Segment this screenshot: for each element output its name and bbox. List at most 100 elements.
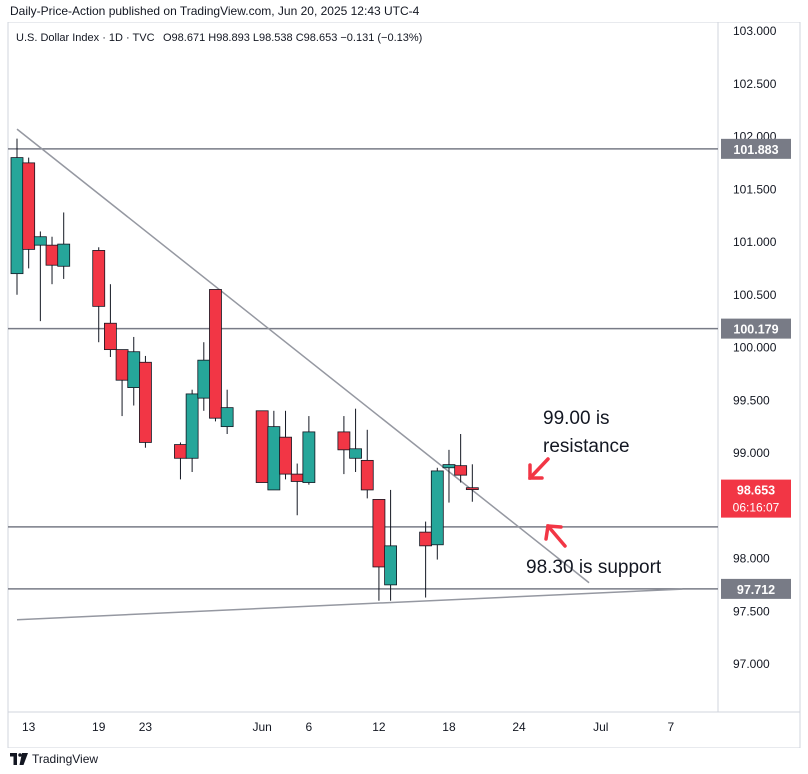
candle — [104, 284, 117, 357]
candle-body — [115, 349, 129, 381]
level-price-tag-text: 97.712 — [737, 583, 775, 597]
candle-body — [22, 162, 36, 250]
x-tick-label: Jul — [593, 720, 608, 734]
candle-body — [220, 407, 234, 428]
time-axis: 13 19 23 Jun 6 12 18 24 Jul 7 — [22, 720, 674, 734]
candle — [302, 416, 316, 485]
chart-legend-ohlc: O98.671 H98.893 L98.538 C98.653 −0.131 (… — [163, 32, 422, 44]
publication-header: Daily-Price-Action published on TradingV… — [10, 4, 420, 18]
candle — [185, 389, 199, 472]
trend-line — [16, 128, 590, 584]
candle — [337, 416, 351, 475]
support-annotation: 98.30 is support — [526, 524, 662, 578]
x-tick-label: 7 — [667, 720, 674, 734]
candle — [419, 521, 433, 598]
candle-body — [92, 250, 106, 307]
candle — [372, 499, 386, 601]
candle — [209, 289, 222, 422]
y-tick-label: 98.000 — [733, 552, 770, 566]
level-price-tag-text: 100.179 — [733, 323, 778, 337]
candle — [430, 467, 444, 560]
level-price-tag — [721, 138, 791, 159]
resistance-annotation-line-1: 99.00 is — [543, 408, 610, 429]
candle-body — [454, 465, 468, 476]
candle-body — [10, 157, 24, 275]
candle — [349, 408, 362, 472]
candle — [10, 138, 24, 295]
y-tick-label: 100.500 — [733, 288, 777, 302]
candlestick-chart[interactable]: U.S. Dollar Index · 1D · TVC O98.671 H98… — [0, 22, 808, 748]
x-tick-label: 13 — [22, 720, 36, 734]
candle-body — [127, 351, 141, 388]
candle — [360, 429, 374, 499]
y-tick-label: 101.000 — [733, 235, 777, 249]
chart-legend-symbol: U.S. Dollar Index · 1D · TVC — [16, 32, 155, 44]
candle — [22, 157, 36, 269]
candle-body — [209, 289, 222, 419]
x-tick-label: 18 — [442, 720, 456, 734]
resistance-annotation-line-2: resistance — [543, 436, 630, 457]
candle — [384, 489, 398, 601]
tradingview-footer: TradingView — [10, 748, 98, 770]
candle — [255, 410, 269, 483]
candle — [454, 434, 468, 483]
candle-body — [465, 487, 479, 491]
candle-body — [267, 426, 281, 491]
candle-body — [279, 436, 292, 475]
candle — [33, 231, 47, 322]
candle-body — [104, 322, 117, 351]
last-price-value: 98.653 — [737, 484, 775, 498]
candle-body — [197, 359, 211, 399]
candle — [139, 355, 152, 448]
y-tick-label: 99.000 — [733, 446, 770, 460]
horizontal-levels — [8, 148, 718, 590]
candle-body — [45, 244, 59, 266]
candle-body — [185, 393, 199, 459]
y-tick-label: 103.000 — [733, 24, 777, 38]
level-price-tag — [721, 318, 791, 339]
x-tick-label: 19 — [92, 720, 106, 734]
trend-lines — [16, 128, 683, 621]
y-tick-label: 100.000 — [733, 341, 777, 355]
x-tick-label: Jun — [252, 720, 271, 734]
candle-body — [372, 499, 386, 568]
candle-body — [33, 236, 47, 246]
x-tick-label: 24 — [512, 720, 526, 734]
candle-body — [442, 464, 456, 469]
price-axis-labels: 101.883 100.179 97.712 98.653 06:16:07 — [721, 138, 791, 599]
resistance-arrow-icon — [528, 457, 550, 480]
candle-body — [384, 545, 398, 586]
support-annotation-text: 98.30 is support — [526, 557, 662, 578]
candle-body — [349, 448, 362, 459]
candle-body — [302, 431, 316, 483]
resistance-annotation: 99.00 is resistance — [528, 408, 630, 480]
y-tick-label: 99.500 — [733, 393, 770, 407]
chart-frame — [7, 22, 801, 748]
candle-body — [430, 470, 444, 546]
level-price-tag — [721, 578, 791, 599]
candle — [57, 212, 71, 279]
level-price-tag-text: 101.883 — [733, 143, 778, 157]
x-tick-label: 23 — [139, 720, 153, 734]
last-price-tag — [721, 479, 791, 518]
candle — [92, 247, 106, 343]
last-price-countdown: 06:16:07 — [733, 501, 780, 515]
y-tick-label: 102.500 — [733, 77, 777, 91]
candle-body — [337, 431, 351, 451]
support-arrow-icon — [544, 524, 567, 548]
candles — [10, 138, 479, 601]
tradingview-brand: TradingView — [32, 752, 99, 766]
candle-body — [139, 361, 152, 443]
candle — [174, 442, 187, 480]
candle — [465, 464, 479, 502]
candle — [127, 336, 141, 406]
y-tick-label: 97.500 — [733, 604, 770, 618]
candle-body — [290, 473, 304, 482]
candle-body — [174, 444, 187, 459]
y-tick-label: 97.000 — [733, 657, 770, 671]
x-tick-label: 12 — [372, 720, 386, 734]
candle-body — [255, 410, 269, 483]
candle — [279, 410, 292, 480]
candle-body — [57, 243, 71, 267]
candle-body — [360, 459, 374, 491]
